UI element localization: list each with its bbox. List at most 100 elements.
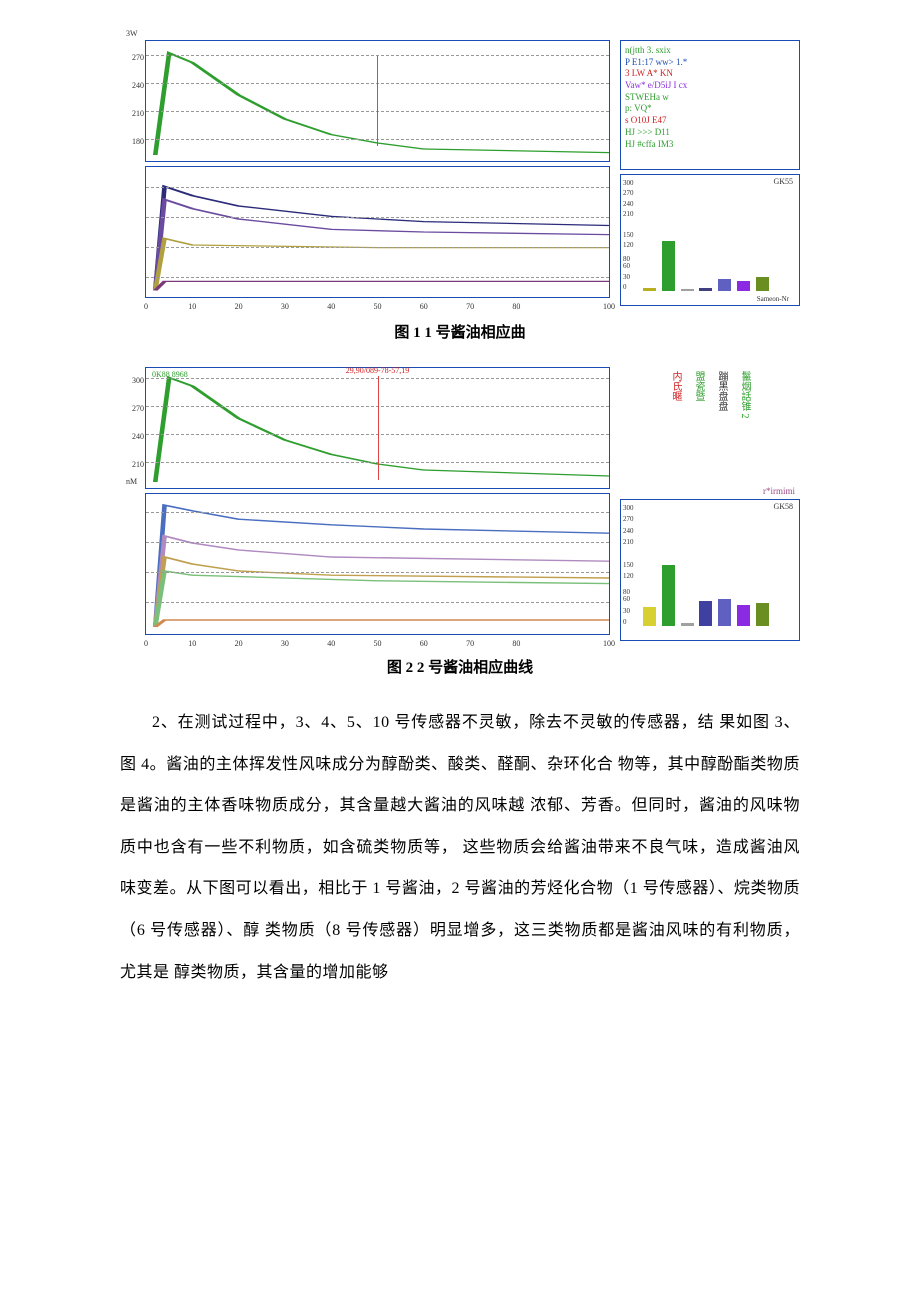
ytick: 120	[623, 241, 634, 249]
ytick: 240	[623, 200, 634, 208]
xtick: 100	[599, 639, 619, 648]
xtick: 0	[136, 302, 156, 311]
ytick: 240	[124, 432, 144, 441]
legend-line: P E1:17 ww> 1.*	[625, 57, 795, 69]
xtick: 10	[182, 639, 202, 648]
bar	[662, 565, 675, 626]
ytick: 0	[623, 283, 627, 291]
ytick: 300	[623, 179, 634, 187]
axis-label: nM	[126, 477, 137, 486]
figure-2: 0K88 8968 29,90/089-78-57,19 300 270 240…	[120, 367, 800, 677]
bar	[662, 241, 675, 291]
corner-text: r*irmimi	[763, 486, 795, 496]
legend-line: HJ >>> D11	[625, 127, 795, 139]
document-page: 3W 270 240 210 180	[0, 0, 920, 1033]
ytick: 210	[124, 460, 144, 469]
xtick: 0	[136, 639, 156, 648]
legend-item: 内氏暱	[669, 371, 682, 401]
ytick: 240	[623, 527, 634, 535]
ytick: 270	[623, 189, 634, 197]
legend-line: s O10J E47	[625, 115, 795, 127]
ytick: 60	[623, 262, 630, 270]
curves-svg	[146, 494, 609, 634]
xtick: 60	[414, 302, 434, 311]
sensor-curve	[155, 571, 609, 627]
xtick: 70	[460, 302, 480, 311]
ytick: 180	[124, 137, 144, 146]
ytick: 270	[124, 53, 144, 62]
ytick: 30	[623, 273, 630, 281]
ytick: 150	[623, 561, 634, 569]
sensor-curve	[155, 620, 609, 627]
legend-line: n(jtth 3. sxix	[625, 45, 795, 57]
ytick: 210	[623, 538, 634, 546]
legend-line: Vaw* e/D5iJ I cx	[625, 80, 795, 92]
figure-1-caption: 图 1 1 号酱油相应曲	[120, 321, 800, 342]
ytick: 80	[623, 255, 630, 263]
sensor-curve	[155, 378, 609, 482]
sensor-curve	[155, 187, 609, 291]
ytick: 240	[124, 81, 144, 90]
sensor-curve	[155, 281, 609, 290]
ytick: 270	[124, 404, 144, 413]
sensor-curve	[155, 505, 609, 627]
bar	[643, 607, 656, 626]
figure-2-caption: 图 2 2 号酱油相应曲线	[120, 656, 800, 677]
fig2-top-line-chart: 0K88 8968 29,90/089-78-57,19 300 270 240…	[145, 367, 610, 489]
bar-title: GK55	[773, 177, 793, 186]
xtick: 50	[368, 302, 388, 311]
ytick: 210	[623, 210, 634, 218]
body-paragraph: 2、在测试过程中，3、4、5、10 号传感器不灵敏，除去不灵敏的传感器，结 果如…	[120, 702, 800, 993]
sensor-curve	[155, 557, 609, 627]
legend-item: 蹦黑盘盘	[715, 371, 728, 411]
bar	[699, 601, 712, 626]
legend-line: STWEHa w	[625, 92, 795, 104]
bar	[681, 289, 694, 291]
fig2-legend: 内氏暱盟瓷暨蹦黑盘盘鬣烟話锥 2	[620, 367, 800, 495]
ytick: 0	[623, 618, 627, 626]
bar-xlabel: Sameon-Nr	[757, 295, 789, 303]
legend-line: p: VQ*	[625, 103, 795, 115]
axis-label: 3W	[126, 29, 138, 38]
fig2-bottom-line-chart: 01020304050607080100	[145, 493, 610, 635]
ytick: 270	[623, 515, 634, 523]
xtick: 30	[275, 639, 295, 648]
xtick: 30	[275, 302, 295, 311]
fig2-bar-chart: r*irmimi GK58 0306080120150210240270300	[620, 499, 800, 641]
xtick: 80	[506, 639, 526, 648]
xtick: 40	[321, 639, 341, 648]
ytick: 300	[124, 376, 144, 385]
ytick: 120	[623, 572, 634, 580]
ytick: 210	[124, 109, 144, 118]
xtick: 40	[321, 302, 341, 311]
ytick: 80	[623, 588, 630, 596]
xtick: 70	[460, 639, 480, 648]
bar-title: GK58	[773, 502, 793, 511]
xtick: 50	[368, 639, 388, 648]
curve-svg	[146, 41, 609, 161]
xtick: 20	[229, 639, 249, 648]
ytick: 300	[623, 504, 634, 512]
legend-item: 盟瓷暨	[692, 371, 705, 401]
fig1-bottom-line-chart: 01020304050607080100	[145, 166, 610, 298]
ytick: 60	[623, 595, 630, 603]
bar	[699, 288, 712, 291]
fig1-bar-chart: GK55 0306080120150210240270300 Sameon-Nr	[620, 174, 800, 306]
legend-line: HJ #cffa IM3	[625, 139, 795, 151]
xtick: 60	[414, 639, 434, 648]
xtick: 100	[599, 302, 619, 311]
legend-line: 3 LW A* KN	[625, 68, 795, 80]
bar	[756, 277, 769, 291]
red-text: 29,90/089-78-57,19	[346, 366, 410, 375]
legend-item: 鬣烟話锥 2	[738, 371, 751, 419]
bar	[756, 603, 769, 626]
bar	[737, 605, 750, 626]
bar	[718, 599, 731, 626]
figure-1: 3W 270 240 210 180	[120, 40, 800, 342]
bar	[681, 623, 694, 626]
ytick: 30	[623, 607, 630, 615]
fig1-top-line-chart: 3W 270 240 210 180	[145, 40, 610, 162]
xtick: 20	[229, 302, 249, 311]
bar	[737, 281, 750, 291]
fig1-legend: n(jtth 3. sxixP E1:17 ww> 1.*3 LW A* KNV…	[620, 40, 800, 170]
